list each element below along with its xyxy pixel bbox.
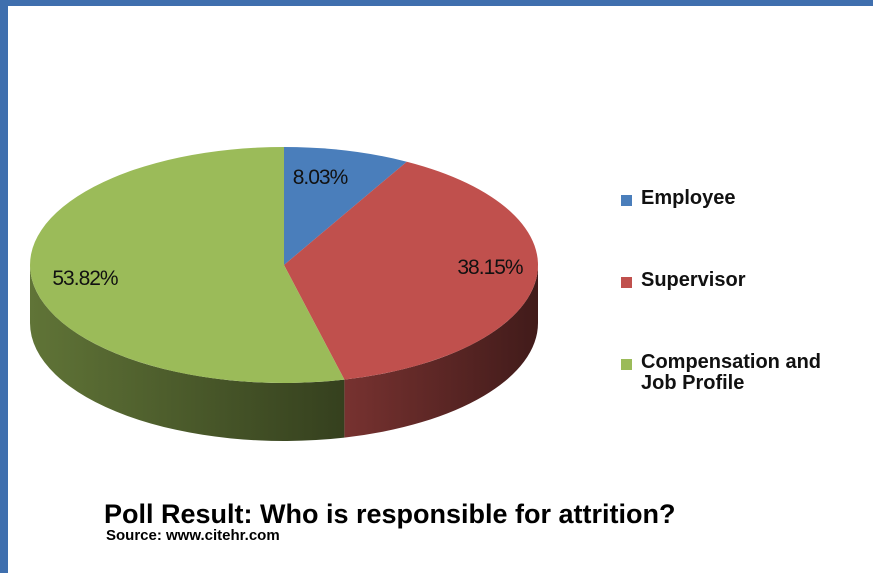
legend-swatch — [621, 359, 632, 370]
legend-swatch — [621, 277, 632, 288]
legend-item: Employee — [621, 188, 735, 209]
legend-label: Employee — [641, 187, 736, 209]
pie-chart: 8.03% 38.15% 53.82% — [29, 147, 538, 441]
legend-label: Compensation and Job Profile — [641, 351, 822, 394]
chart-subtitle: Source: www.citehr.com — [106, 527, 280, 544]
legend-label: Supervisor — [641, 269, 746, 291]
pie-slice-side — [30, 265, 345, 441]
pie-slice-label: 38.15% — [457, 256, 523, 279]
pie-slice — [29, 147, 345, 383]
legend-swatch — [621, 195, 632, 206]
pie-slice — [284, 147, 407, 265]
legend-item: Compensation and Job Profile — [621, 352, 821, 394]
pie-slice-side — [344, 265, 538, 438]
pie-slice-label: 53.82% — [52, 267, 118, 290]
pie-slice — [284, 161, 538, 380]
pie-slice-label: 8.03% — [293, 166, 348, 189]
chart-title: Poll Result: Who is responsible for attr… — [104, 499, 676, 529]
legend-item: Supervisor — [621, 270, 745, 291]
